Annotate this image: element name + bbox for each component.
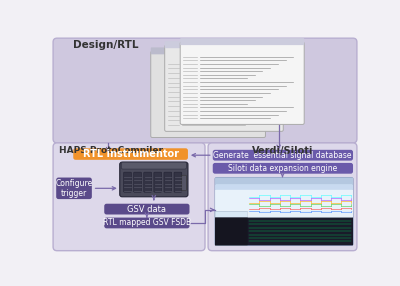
FancyBboxPatch shape — [248, 211, 353, 218]
FancyBboxPatch shape — [154, 172, 162, 192]
FancyBboxPatch shape — [134, 172, 142, 192]
FancyBboxPatch shape — [215, 184, 353, 190]
FancyBboxPatch shape — [215, 190, 353, 211]
FancyBboxPatch shape — [121, 162, 186, 169]
FancyBboxPatch shape — [213, 163, 353, 174]
FancyBboxPatch shape — [215, 211, 248, 245]
FancyBboxPatch shape — [182, 175, 186, 191]
FancyBboxPatch shape — [215, 218, 353, 245]
FancyBboxPatch shape — [120, 162, 188, 197]
FancyBboxPatch shape — [164, 172, 172, 192]
FancyBboxPatch shape — [208, 143, 357, 251]
FancyBboxPatch shape — [215, 178, 353, 184]
FancyBboxPatch shape — [53, 38, 357, 143]
FancyBboxPatch shape — [144, 172, 152, 192]
FancyBboxPatch shape — [213, 150, 353, 161]
FancyBboxPatch shape — [104, 218, 190, 228]
Text: Generate  essential signal database: Generate essential signal database — [213, 151, 352, 160]
FancyBboxPatch shape — [56, 178, 92, 199]
Text: Configure
trigger: Configure trigger — [55, 179, 93, 198]
FancyBboxPatch shape — [165, 45, 283, 131]
FancyBboxPatch shape — [215, 178, 353, 245]
Text: Verdi/Siloti: Verdi/Siloti — [252, 146, 313, 156]
FancyBboxPatch shape — [151, 51, 266, 138]
FancyBboxPatch shape — [215, 218, 248, 245]
FancyBboxPatch shape — [73, 148, 188, 160]
FancyBboxPatch shape — [180, 42, 304, 124]
Text: Design/RTL: Design/RTL — [73, 40, 139, 50]
Text: GSV data: GSV data — [127, 204, 166, 214]
FancyBboxPatch shape — [53, 143, 205, 251]
FancyBboxPatch shape — [104, 204, 190, 214]
FancyBboxPatch shape — [174, 172, 182, 192]
Text: HAPS ProtoCompiler: HAPS ProtoCompiler — [59, 146, 163, 155]
Text: RTL mapped GSV FSDB: RTL mapped GSV FSDB — [103, 219, 191, 227]
FancyBboxPatch shape — [165, 41, 283, 48]
Text: Siloti data expansion engine: Siloti data expansion engine — [228, 164, 337, 173]
Text: RTL instrumentor: RTL instrumentor — [83, 149, 179, 159]
FancyBboxPatch shape — [151, 47, 266, 54]
FancyBboxPatch shape — [124, 172, 131, 192]
FancyBboxPatch shape — [180, 38, 304, 45]
